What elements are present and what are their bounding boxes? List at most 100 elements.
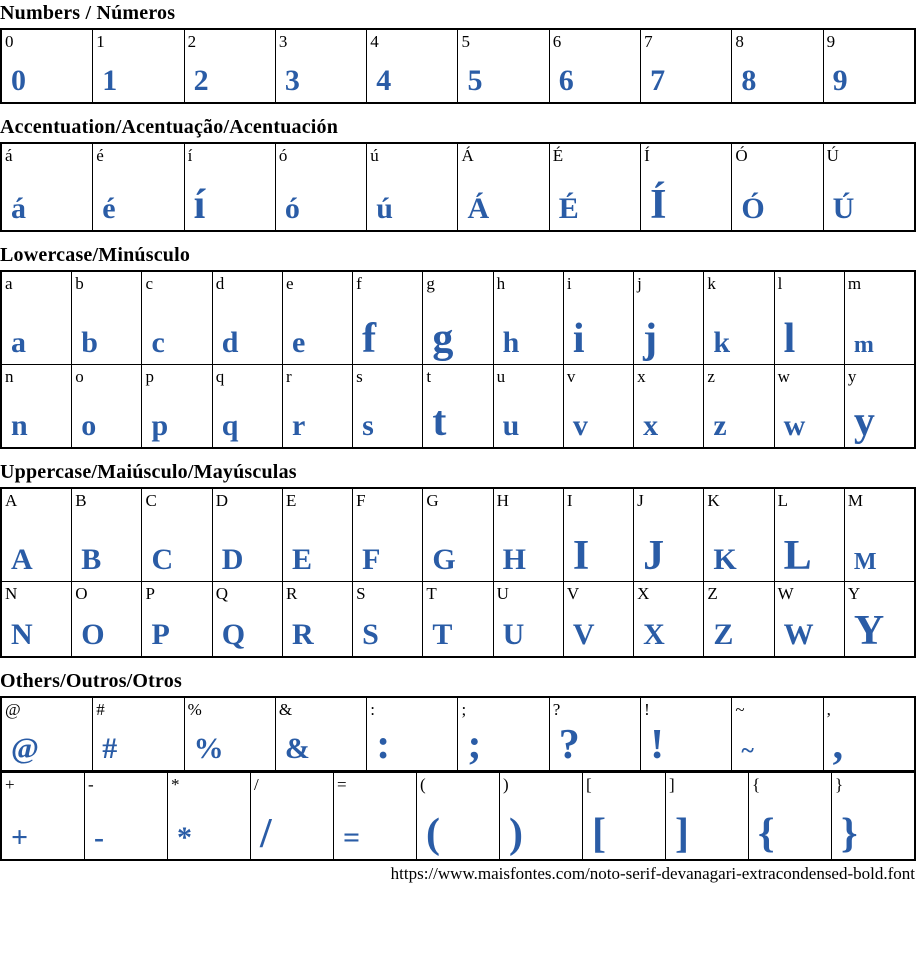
char-glyph: Ó xyxy=(741,191,765,225)
char-label: : xyxy=(370,700,375,719)
char-glyph: g xyxy=(432,316,454,363)
char-label: U xyxy=(496,584,509,603)
char-glyph: v xyxy=(572,408,588,442)
char-label: o xyxy=(75,367,84,386)
char-label: b xyxy=(75,274,84,293)
char-label: C xyxy=(145,491,157,510)
char-cell: & & xyxy=(276,698,368,770)
char-label: v xyxy=(566,367,576,386)
char-glyph: ~ xyxy=(741,738,754,765)
char-label: ) xyxy=(503,775,509,794)
char-glyph: j xyxy=(643,316,658,363)
char-cell: (( xyxy=(417,773,500,859)
char-label: B xyxy=(75,491,87,510)
char-label: , xyxy=(826,700,831,719)
char-label: [ xyxy=(586,775,592,794)
char-label: + xyxy=(5,775,15,794)
char-label: r xyxy=(285,367,292,386)
char-label: % xyxy=(187,700,202,719)
char-label: A xyxy=(5,491,18,510)
char-label: j xyxy=(637,274,642,293)
char-label: g xyxy=(426,274,435,293)
char-glyph: A xyxy=(11,542,33,576)
char-label: ] xyxy=(669,775,675,794)
char-glyph: k xyxy=(713,325,731,359)
char-label: k xyxy=(707,274,716,293)
char-glyph: Á xyxy=(467,191,490,225)
footer-url: https://www.maisfontes.com/noto-serif-de… xyxy=(390,864,915,883)
char-glyph: n xyxy=(11,408,28,442)
character-map: Numbers / Números 0 0 1 1 2 2 3 3 4 4 5 5 6 6 7 7 8 8 9 9 Acc… xyxy=(0,1,916,861)
char-glyph: b xyxy=(81,325,98,359)
char-glyph: 4 xyxy=(376,63,392,97)
char-label: 7 xyxy=(644,32,653,51)
char-label: O xyxy=(75,584,88,603)
char-label: D xyxy=(215,491,228,510)
char-label: w xyxy=(777,367,790,386)
char-label: í xyxy=(187,146,193,165)
char-glyph: ? xyxy=(558,722,580,769)
char-label: e xyxy=(285,274,294,293)
char-label: E xyxy=(285,491,297,510)
char-cell: ?? xyxy=(550,698,642,770)
font-specimen-page: Numbers / Números 0 0 1 1 2 2 3 3 4 4 5 5 6 6 7 7 8 8 9 9 Acc… xyxy=(0,1,916,884)
char-glyph: s xyxy=(362,408,374,442)
char-cell: ]] xyxy=(666,773,749,859)
char-label: 2 xyxy=(187,32,197,51)
char-label: W xyxy=(777,584,794,603)
char-glyph: u xyxy=(502,408,520,442)
section-title-others: Others/Outros/Otros xyxy=(0,670,182,692)
char-glyph: R xyxy=(291,617,314,651)
section-uppercase: Uppercase/Maiúsculo/Mayúsculas A A B B C C D D E E… xyxy=(0,460,916,658)
char-label: a xyxy=(5,274,13,293)
others-table: @ @ # #%% & &::;;??!! ~ ~,, + + - - * * / / = =(())[[]]{{… xyxy=(0,696,916,861)
char-label: f xyxy=(356,274,362,293)
char-glyph: x xyxy=(643,408,659,442)
section-numbers: Numbers / Números 0 0 1 1 2 2 3 3 4 4 5 5 6 6 7 7 8 8 9 9 xyxy=(0,1,916,104)
char-cell: :: xyxy=(367,698,459,770)
char-label: X xyxy=(637,584,650,603)
char-label: m xyxy=(847,274,862,293)
char-label: - xyxy=(88,775,94,794)
char-label: V xyxy=(566,584,580,603)
char-label: 9 xyxy=(826,32,836,51)
char-label: Í xyxy=(644,146,650,165)
char-glyph: G xyxy=(432,542,456,576)
char-label: x xyxy=(637,367,646,386)
char-label: R xyxy=(285,584,298,603)
char-label: ~ xyxy=(735,700,745,719)
char-label: Ú xyxy=(826,146,839,165)
char-label: G xyxy=(426,491,439,510)
char-glyph: 7 xyxy=(650,63,666,97)
char-cell: @ @ xyxy=(2,698,94,770)
char-cell: ;; xyxy=(458,698,550,770)
char-label: h xyxy=(496,274,506,293)
char-label: 0 xyxy=(5,32,14,51)
